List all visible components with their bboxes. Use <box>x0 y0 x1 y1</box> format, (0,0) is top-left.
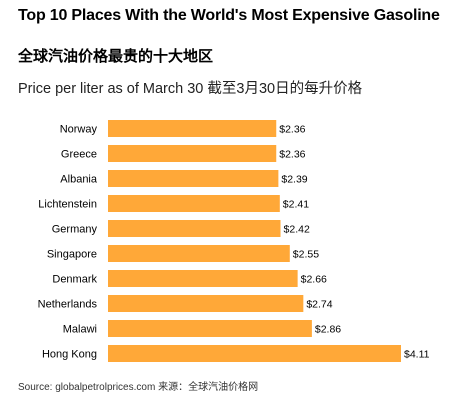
value-label: $2.42 <box>284 224 310 236</box>
bar <box>108 270 298 287</box>
chart-subtitle: Price per liter as of March 30 截至3月30日的每… <box>18 81 363 97</box>
category-label: Albania <box>60 174 98 186</box>
chart-title-chinese: 全球汽油价格最贵的十大地区 <box>18 48 214 65</box>
bar <box>108 345 401 362</box>
value-label: $2.36 <box>279 149 305 161</box>
bar <box>108 245 290 262</box>
bar-chart: Norway $2.36 Greece $2.36 Albania $2.39 Lichte… <box>38 120 430 362</box>
bar <box>108 220 281 237</box>
bar <box>108 195 280 212</box>
value-label: $2.55 <box>293 249 319 261</box>
category-label: Denmark <box>52 274 97 286</box>
bar <box>108 320 312 337</box>
category-label: Netherlands <box>38 299 98 311</box>
value-label: $2.36 <box>279 124 305 136</box>
value-label: $2.74 <box>306 299 332 311</box>
value-label: $2.39 <box>281 174 307 186</box>
source-note: Source: globalpetrolprices.com 来源：全球汽油价格… <box>18 382 259 393</box>
category-label: Lichtenstein <box>38 199 97 211</box>
category-label: Greece <box>61 149 97 161</box>
chart-title: Top 10 Places With the World's Most Expe… <box>18 7 440 24</box>
bar <box>108 170 279 187</box>
bar <box>108 120 277 137</box>
bar <box>108 295 304 312</box>
category-label: Singapore <box>47 249 97 261</box>
category-label: Malawi <box>63 324 97 336</box>
category-label: Hong Kong <box>42 349 97 361</box>
category-label: Norway <box>60 124 98 136</box>
value-label: $2.66 <box>301 274 327 286</box>
value-label: $4.11 <box>404 349 430 361</box>
value-label: $2.41 <box>283 199 309 211</box>
category-label: Germany <box>52 224 98 236</box>
value-label: $2.86 <box>315 324 341 336</box>
bar <box>108 145 277 162</box>
